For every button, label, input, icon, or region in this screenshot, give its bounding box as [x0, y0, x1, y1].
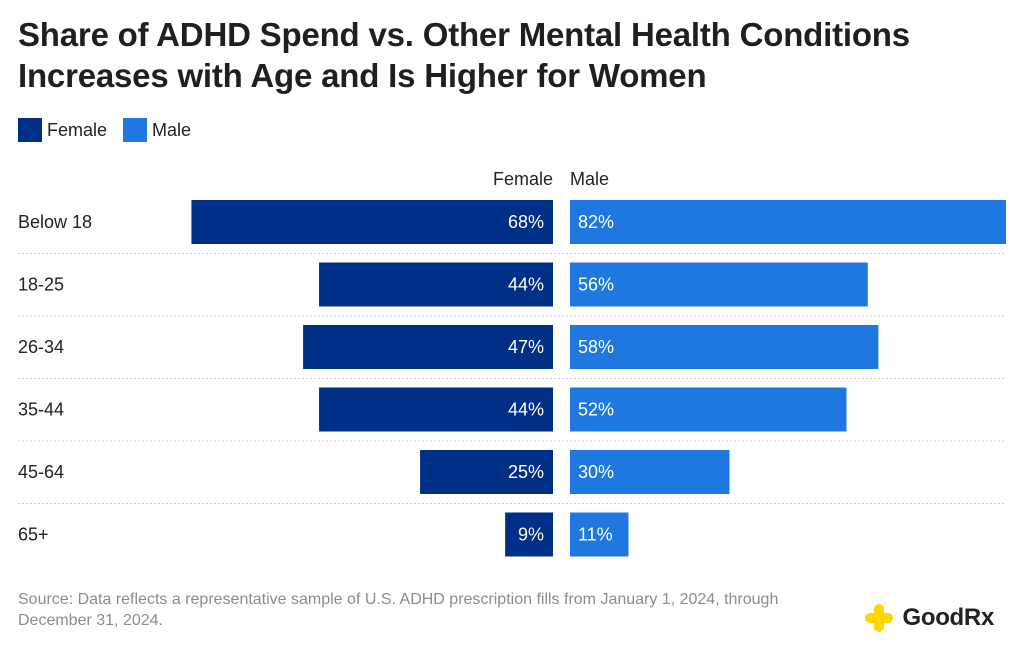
legend: Female Male	[18, 118, 207, 142]
data-label-female: 68%	[508, 212, 544, 232]
legend-label-female: Female	[47, 119, 108, 140]
data-label-male: 52%	[578, 400, 614, 420]
source-note: Source: Data reflects a representative s…	[18, 591, 779, 629]
logo-text: GoodRx	[902, 604, 994, 631]
category-label: 65+	[18, 525, 49, 545]
category-label: 26-34	[18, 337, 64, 357]
category-label: 45-64	[18, 462, 64, 482]
column-header-female: Female	[493, 169, 553, 189]
column-header-male: Male	[570, 169, 609, 189]
category-label: 18-25	[18, 275, 64, 295]
chart-area: Female Male Below 18 68% 82% 18-25 44% 56% 26-34…	[0, 160, 1024, 580]
legend-item-female: Female	[18, 118, 107, 142]
category-label: 35-44	[18, 400, 64, 420]
legend-swatch-female	[18, 118, 42, 142]
data-label-male: 11%	[578, 525, 613, 545]
bar-female	[191, 200, 553, 244]
chart-title: Share of ADHD Spend vs. Other Mental Hea…	[18, 16, 910, 94]
bar-female	[505, 512, 553, 557]
bar-male	[570, 200, 1006, 244]
category-label: Below 18	[18, 212, 92, 232]
legend-swatch-male	[123, 118, 148, 142]
goodrx-logo: GoodRx	[864, 603, 994, 633]
data-label-female: 25%	[508, 462, 544, 482]
bar-male	[570, 387, 847, 432]
data-label-female: 44%	[508, 275, 544, 295]
data-label-female: 44%	[508, 400, 544, 420]
bar-female	[319, 387, 553, 432]
legend-label-male: Male	[152, 119, 192, 140]
bar-male	[570, 325, 879, 369]
data-label-male: 56%	[578, 275, 614, 295]
bar-female	[319, 262, 553, 307]
data-label-female: 47%	[508, 337, 544, 357]
bar-female	[420, 450, 553, 494]
bar-male	[570, 262, 868, 307]
data-label-male: 58%	[578, 337, 614, 357]
data-label-female: 9%	[518, 525, 544, 545]
goodrx-plus-icon	[865, 604, 894, 632]
legend-item-male: Male	[123, 118, 191, 142]
bar-male	[570, 450, 730, 494]
data-label-male: 82%	[578, 212, 614, 232]
data-label-male: 30%	[578, 462, 614, 482]
bar-chart: Female Male Below 18 68% 82% 18-25 44% 56% 26-34…	[18, 169, 1006, 557]
bar-male	[570, 512, 629, 557]
bar-female	[303, 325, 553, 369]
